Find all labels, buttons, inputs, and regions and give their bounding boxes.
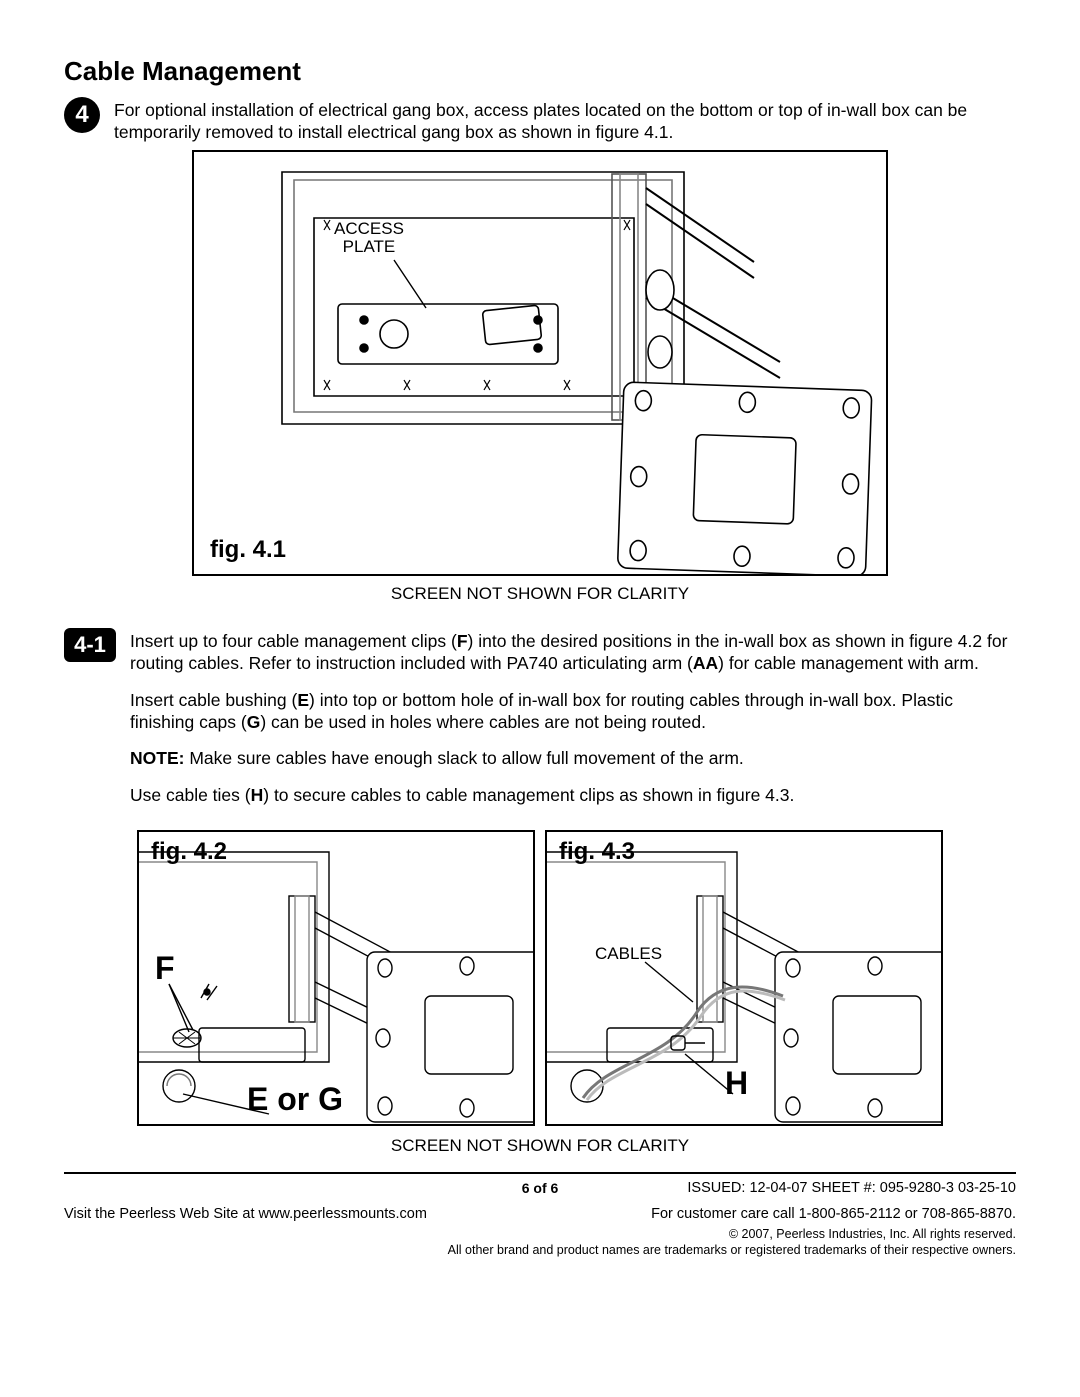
figure-4-3: fig. 4.3 CABLES H	[545, 830, 943, 1126]
label-E-or-G: E or G	[247, 1081, 343, 1118]
copyright-line: © 2007, Peerless Industries, Inc. All ri…	[64, 1226, 1016, 1242]
page-title: Cable Management	[64, 56, 1016, 87]
fig-4-1-caption: fig. 4.1	[210, 536, 286, 564]
figure-4-1: ACCESS PLATE fig. 4.1	[192, 150, 888, 576]
clarity-note-2: SCREEN NOT SHOWN FOR CLARITY	[64, 1136, 1016, 1156]
clarity-note-1: SCREEN NOT SHOWN FOR CLARITY	[64, 584, 1016, 604]
issued-line: ISSUED: 12-04-07 SHEET #: 095-9280-3 03-…	[687, 1180, 1016, 1200]
footer: 6 of 6 ISSUED: 12-04-07 SHEET #: 095-928…	[0, 1180, 1080, 1259]
footer-rule	[64, 1172, 1016, 1174]
step-4-1-badge: 4-1	[64, 628, 116, 662]
access-plate-label: ACCESS PLATE	[334, 220, 404, 257]
step-4-badge: 4	[64, 97, 100, 133]
figure-4-2: fig. 4.2 F E or G	[137, 830, 535, 1126]
step-4-1-text: Insert up to four cable management clips…	[130, 628, 1016, 820]
label-H: H	[725, 1065, 748, 1102]
label-F: F	[155, 950, 175, 987]
page-number: 6 of 6	[522, 1180, 559, 1196]
trademark-line: All other brand and product names are tr…	[64, 1242, 1016, 1258]
step-4-row: 4 For optional installation of electrica…	[64, 97, 1016, 144]
fig-4-2-caption: fig. 4.2	[151, 838, 227, 866]
fig-4-3-caption: fig. 4.3	[559, 838, 635, 866]
visit-line: Visit the Peerless Web Site at www.peerl…	[64, 1206, 427, 1222]
customer-care-line: For customer care call 1-800-865-2112 or…	[651, 1206, 1016, 1222]
step-4-text: For optional installation of electrical …	[114, 97, 1016, 144]
step-4-1-row: 4-1 Insert up to four cable management c…	[64, 628, 1016, 820]
label-cables: CABLES	[595, 944, 662, 964]
